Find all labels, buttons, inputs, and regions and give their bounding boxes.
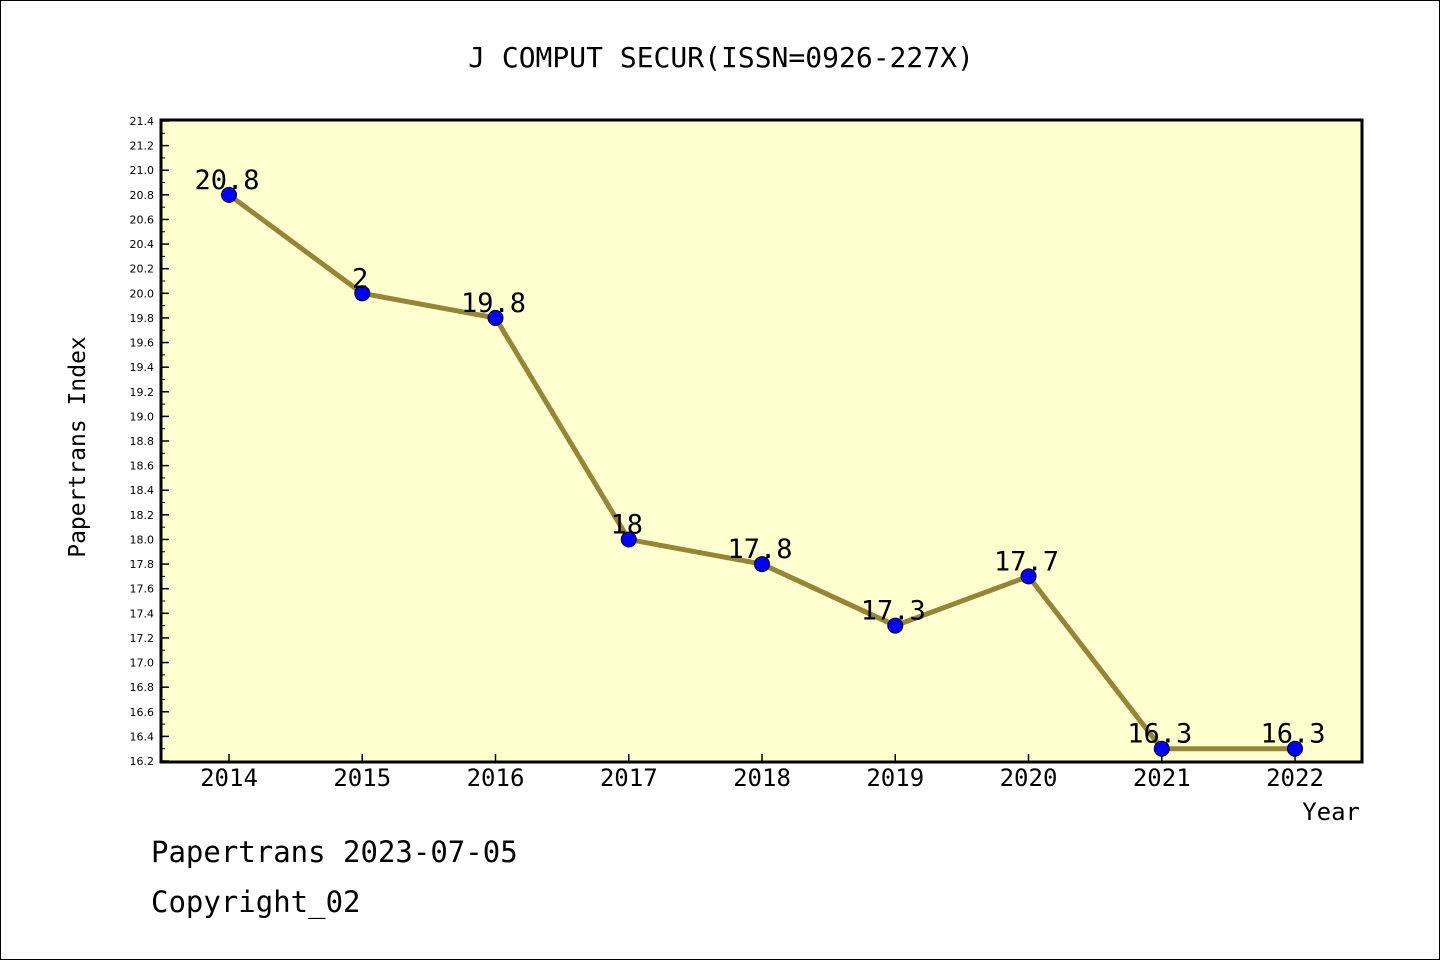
y-tick-label: 16.8 [130,681,155,694]
x-tick-label: 2017 [600,764,658,792]
data-point [487,309,504,326]
y-tick-label: 17.4 [130,607,155,620]
data-point [754,556,770,573]
y-tick-label: 20.4 [130,238,155,251]
data-point [221,186,237,203]
x-tick-label: 2020 [1000,764,1058,792]
y-tick-label: 21.0 [130,164,155,177]
data-label: 19.8 [461,288,526,319]
y-tick-label: 18.2 [130,509,155,522]
x-tick-label: 2021 [1133,764,1191,792]
data-label: 16.3 [1260,719,1325,750]
y-tick-label: 18.6 [130,460,155,473]
data-point [1020,568,1037,585]
chart-title: J COMPUT SECUR(ISSN=0926-227X) [468,41,974,74]
data-label: 20.8 [194,165,259,196]
footer-copyright-line: Copyright_02 [151,885,361,919]
y-tick-label: 20.8 [130,189,155,202]
y-tick-label: 16.4 [130,730,155,743]
x-tick-label: 2022 [1266,764,1324,792]
y-tick-label: 17.0 [130,657,155,670]
x-tick-label: 2014 [200,764,258,792]
y-tick-label: 18.8 [130,435,155,448]
data-label: 18 [610,509,643,540]
x-axis-label: Year [1302,798,1360,826]
data-label: 17.3 [861,596,926,627]
y-axis: 16.2 16.4 16.6 16.8 17.0 17.2 17.4 17.6 17.8 18.0… [130,115,169,768]
y-tick-label: 17.2 [130,632,155,645]
series: 20.8 2 19.8 18 17.8 17.3 17.7 16.3 16.3 [194,165,1326,757]
y-tick-label: 16.2 [130,755,155,768]
y-tick-label: 18.0 [130,533,155,546]
y-tick-label: 17.8 [130,558,155,571]
y-tick-label: 19.6 [130,337,155,350]
data-label: 16.3 [1127,719,1192,750]
plot-area [159,118,1364,764]
data-point [620,531,637,548]
y-tick-label: 19.4 [130,361,155,374]
x-tick-label: 2019 [866,764,924,792]
data-label: 17.8 [727,534,792,565]
data-point [354,285,371,302]
footer-date-line: Papertrans 2023-07-05 [151,835,518,869]
x-tick-label: 2015 [333,764,391,792]
y-tick-label: 18.4 [130,484,155,497]
x-tick-label: 2018 [733,764,791,792]
y-tick-label: 20.2 [130,263,155,276]
y-tick-label: 17.6 [130,583,155,596]
y-tick-label: 16.6 [130,706,155,719]
y-tick-label: 19.0 [130,410,155,423]
y-tick-label: 19.8 [130,312,155,325]
y-tick-label: 21.4 [130,115,155,128]
y-tick-label: 19.2 [130,386,155,399]
y-tick-label: 20.6 [130,213,155,226]
data-point [887,617,904,634]
data-label: 2 [352,263,368,294]
data-point [1287,740,1303,757]
y-tick-label: 20.0 [130,287,155,300]
data-point [1153,740,1170,757]
y-tick-label: 21.2 [130,140,155,153]
data-label: 17.7 [994,546,1059,577]
y-axis-label: Papertrans Index [65,336,91,558]
x-tick-label: 2016 [467,764,525,792]
x-axis: 2014 2015 2016 2017 2018 2019 2020 2021 2022 [200,754,1324,792]
